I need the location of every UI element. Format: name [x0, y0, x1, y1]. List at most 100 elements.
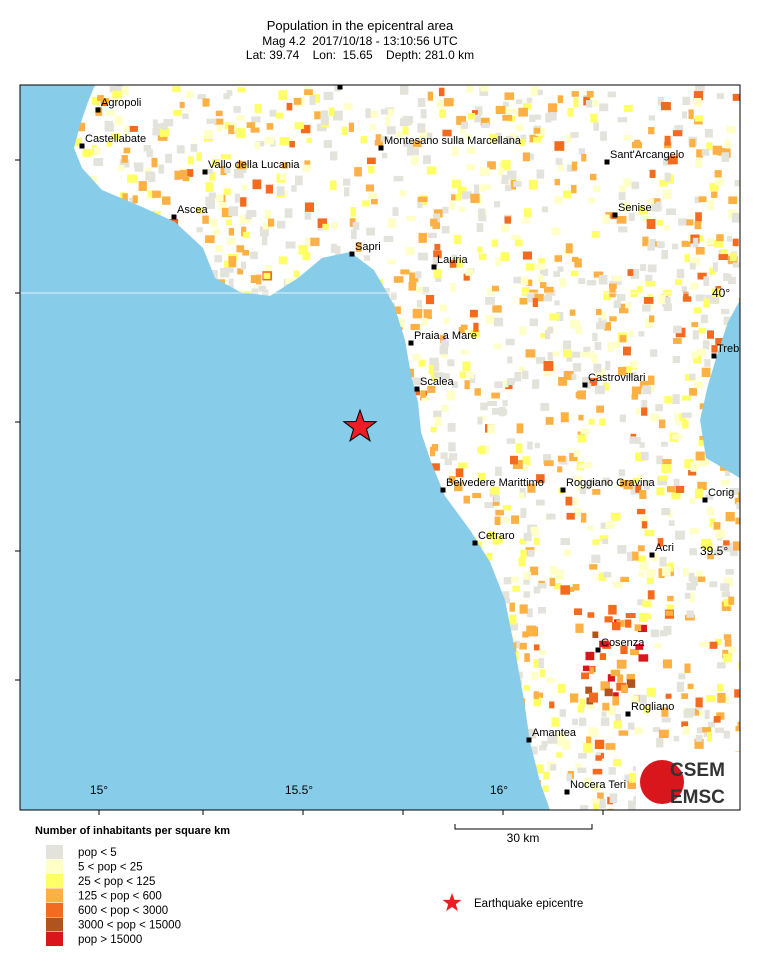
population-cell	[446, 390, 456, 401]
population-cell	[664, 225, 670, 232]
population-cell	[694, 381, 704, 389]
population-cell	[522, 370, 529, 380]
population-cell	[519, 326, 527, 336]
population-cell	[457, 186, 467, 195]
population-cell	[695, 212, 702, 222]
population-cell	[721, 152, 730, 162]
population-cell	[354, 167, 362, 177]
population-cell	[688, 470, 697, 476]
population-cell	[590, 728, 599, 737]
population-cell	[334, 85, 341, 92]
population-cell	[530, 526, 539, 537]
population-cell	[417, 252, 428, 261]
population-cell	[557, 164, 565, 172]
population-cell	[694, 738, 704, 749]
population-cell	[648, 383, 655, 393]
population-cell	[707, 507, 715, 516]
population-cell	[265, 184, 273, 194]
population-cell	[647, 244, 655, 251]
population-cell	[554, 300, 560, 306]
town-marker	[612, 212, 618, 218]
population-cell	[559, 277, 566, 288]
population-cell	[725, 470, 731, 476]
population-cell	[602, 538, 609, 545]
population-cell	[547, 352, 553, 361]
population-cell	[664, 135, 671, 146]
population-cell	[425, 295, 435, 305]
population-cell	[449, 453, 458, 461]
population-cell	[557, 455, 566, 462]
population-cell	[693, 354, 702, 364]
town-marker	[564, 789, 570, 795]
population-cell	[478, 215, 487, 222]
population-cell	[599, 640, 609, 648]
population-cell	[511, 576, 519, 583]
population-cell	[569, 453, 578, 462]
town-label: Praia a Mare	[414, 330, 477, 342]
population-cell	[158, 164, 165, 174]
population-cell	[612, 696, 620, 706]
population-cell	[355, 242, 362, 252]
population-cell	[690, 257, 700, 266]
population-cell	[323, 140, 333, 148]
population-cell	[406, 116, 414, 124]
lon-label: 16°	[490, 783, 508, 797]
population-cell	[405, 247, 415, 256]
population-cell	[519, 642, 527, 650]
population-cell	[526, 153, 534, 160]
population-cell	[681, 412, 692, 418]
population-cell	[499, 407, 506, 417]
population-cell	[439, 345, 449, 355]
population-cell	[598, 572, 607, 582]
population-cell	[716, 234, 724, 242]
population-cell	[531, 746, 538, 755]
population-cell	[532, 379, 540, 389]
population-cell	[250, 127, 260, 133]
population-cell	[709, 581, 718, 588]
population-cell	[666, 604, 674, 611]
population-cell	[104, 123, 114, 132]
map: Sala Consilina Agropoli Castellabate Vallo …	[20, 85, 740, 810]
population-cell	[604, 616, 613, 623]
population-cell	[494, 381, 503, 389]
map-frame	[19, 84, 741, 811]
population-cell	[163, 119, 174, 127]
population-cell	[521, 287, 530, 296]
population-cell	[646, 687, 656, 697]
population-cell	[599, 653, 607, 661]
population-cell	[595, 752, 601, 759]
population-cell	[464, 134, 472, 140]
population-cell	[587, 525, 594, 531]
population-cell	[656, 219, 663, 226]
population-cell	[579, 698, 585, 707]
population-cell	[694, 196, 701, 204]
population-cell	[724, 639, 732, 647]
population-cell	[314, 111, 321, 120]
population-cell	[429, 357, 439, 367]
population-cell	[557, 266, 564, 272]
population-cell	[662, 459, 672, 465]
town-label: Montesano sulla Marcellana	[384, 135, 522, 147]
population-cell	[738, 492, 740, 500]
population-cell	[309, 95, 316, 106]
population-cell	[649, 315, 655, 323]
population-cell	[701, 367, 711, 377]
population-cell	[567, 107, 574, 117]
population-cell	[711, 191, 718, 198]
population-cell	[723, 653, 732, 663]
population-cell	[674, 412, 682, 423]
town-label: Scalea	[420, 376, 455, 388]
population-cell	[180, 169, 188, 180]
population-cell	[728, 276, 736, 285]
population-cell	[592, 99, 599, 107]
population-cell	[455, 137, 464, 143]
population-cell	[566, 512, 575, 520]
population-cell	[586, 736, 592, 746]
population-cell	[351, 229, 357, 240]
population-cell	[233, 106, 241, 113]
town-marker	[649, 552, 655, 558]
population-cell	[458, 206, 466, 213]
population-cell	[514, 239, 523, 247]
population-cell	[553, 271, 561, 277]
population-cell	[321, 110, 329, 121]
